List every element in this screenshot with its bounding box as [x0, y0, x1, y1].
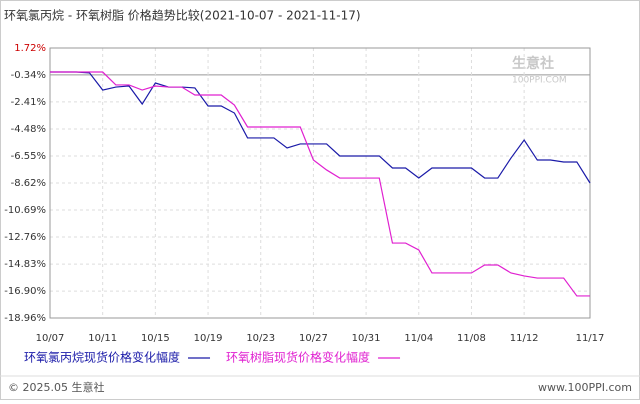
legend-label: 环氧氯丙烷现货价格变化幅度 — [24, 350, 180, 365]
x-tick-label: 11/12 — [510, 333, 539, 344]
y-tick-label: -4.48% — [11, 124, 46, 135]
y-tick-label: -0.34% — [11, 70, 46, 81]
x-tick-label: 10/23 — [246, 333, 275, 344]
y-tick-label: -6.55% — [11, 151, 46, 162]
y-tick-label: 1.72% — [14, 43, 46, 54]
watermark: 生意社 — [512, 55, 554, 72]
footer-left: © 2025.05 生意社 — [8, 380, 104, 394]
footer-right: www.100PPI.com — [538, 381, 632, 394]
x-tick-label: 10/31 — [352, 333, 381, 344]
legend-label: 环氧树脂现货价格变化幅度 — [226, 350, 370, 365]
y-tick-label: -8.62% — [11, 178, 46, 189]
y-tick-label: -18.96% — [4, 313, 46, 324]
x-tick-label: 10/11 — [88, 333, 117, 344]
x-tick-label: 10/07 — [36, 333, 65, 344]
x-tick-label: 10/19 — [194, 333, 223, 344]
y-tick-label: -10.69% — [4, 205, 46, 216]
y-tick-label: -12.76% — [4, 232, 46, 243]
y-tick-label: -16.90% — [4, 286, 46, 297]
y-tick-label: -14.83% — [4, 259, 46, 270]
series-line — [50, 71, 590, 297]
x-tick-label: 10/27 — [299, 333, 328, 344]
series-line — [50, 71, 591, 184]
y-tick-label: -2.41% — [11, 97, 46, 108]
x-tick-label: 10/15 — [141, 333, 170, 344]
x-tick-label: 11/17 — [576, 333, 605, 344]
watermark-url: 100PPI.COM — [512, 76, 567, 86]
x-tick-label: 11/04 — [404, 333, 433, 344]
chart-title: 环氧氯丙烷 - 环氧树脂 价格趋势比较(2021-10-07 - 2021-11… — [4, 8, 361, 23]
x-tick-label: 11/08 — [457, 333, 486, 344]
